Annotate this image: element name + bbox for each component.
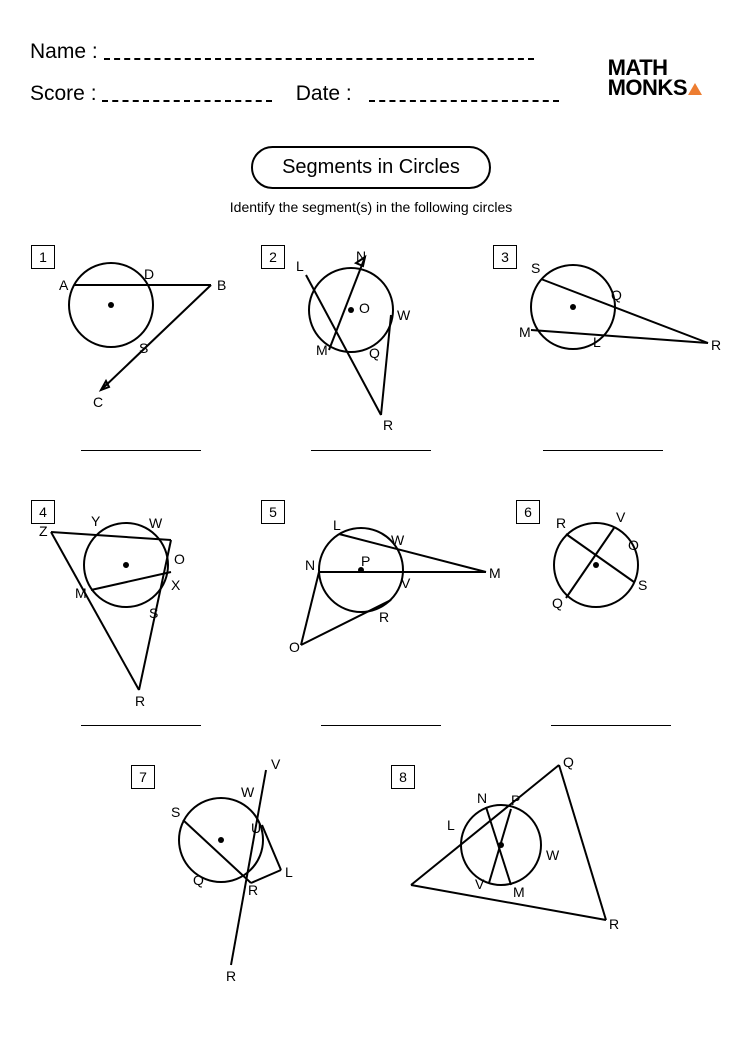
svg-text:Q: Q [611,287,622,303]
svg-text:W: W [391,532,405,548]
svg-text:Q: Q [552,595,563,611]
answer-line[interactable] [321,725,441,726]
diagram-6: R V O S Q [516,490,706,680]
date-label: Date : [296,82,352,105]
svg-text:L: L [296,258,304,274]
svg-text:N: N [356,248,366,264]
svg-text:V: V [401,575,411,591]
svg-text:U: U [251,820,261,836]
score-line[interactable] [102,100,272,102]
svg-text:Z: Z [39,523,48,539]
svg-text:S: S [149,605,158,621]
name-line[interactable] [104,58,534,60]
svg-text:A: A [59,277,69,293]
svg-text:B: B [217,277,226,293]
diagram-2: L N O W M Q R [261,235,481,435]
svg-text:Q: Q [193,872,204,888]
problem-number: 2 [261,245,285,269]
answer-line[interactable] [81,725,201,726]
svg-text:W: W [546,847,560,863]
svg-text:L: L [447,817,455,833]
problem-number: 3 [493,245,517,269]
svg-text:W: W [149,515,163,531]
svg-text:X: X [171,577,181,593]
svg-text:O: O [174,551,185,567]
svg-text:N: N [477,790,487,806]
svg-text:W: W [241,784,255,800]
svg-text:R: R [383,417,393,433]
answer-line[interactable] [311,450,431,451]
date-line[interactable] [369,100,559,102]
problem-3: 3 S Q M L R [493,235,723,465]
answer-line[interactable] [81,450,201,451]
worksheet-title: Segments in Circles [251,146,491,189]
problem-number: 4 [31,500,55,524]
svg-text:R: R [226,968,236,984]
svg-text:P: P [511,792,520,808]
svg-text:V: V [616,509,626,525]
svg-text:N: N [305,557,315,573]
svg-text:M: M [513,884,525,900]
svg-text:L: L [593,334,601,350]
svg-text:S: S [139,340,148,356]
problem-number: 1 [31,245,55,269]
diagram-4: Z Y W O X M S R [31,490,251,710]
problem-number: 7 [131,765,155,789]
diagram-1: A D B S C [31,235,251,425]
problem-number: 8 [391,765,415,789]
svg-text:R: R [609,916,619,932]
svg-text:L: L [285,864,293,880]
svg-text:L: L [333,517,341,533]
svg-text:V: V [271,756,281,772]
problem-8: 8 Q N P L W V M R [391,755,651,1015]
svg-text:Q: Q [369,345,380,361]
problem-number: 5 [261,500,285,524]
problem-5: 5 L W N P V M O R [261,490,501,740]
svg-text:V: V [475,876,485,892]
problem-1: 1 A D B S C [31,235,251,465]
problem-6: 6 R V O S Q [516,490,706,740]
svg-text:Q: Q [563,754,574,770]
problem-7: 7 V W S U L Q R R [131,755,351,1015]
svg-text:S: S [531,260,540,276]
problem-4: 4 Z Y W O X M S R [31,490,251,740]
svg-text:R: R [556,515,566,531]
diagram-5: L W N P V M O R [261,490,501,690]
worksheet-subtitle: Identify the segment(s) in the following… [30,199,712,215]
problem-2: 2 L N O W M Q R [261,235,481,465]
problem-number: 6 [516,500,540,524]
svg-text:O: O [359,300,370,316]
logo-line2: MONKS [608,75,687,100]
problem-grid: 1 A D B S C 2 L N O W [31,235,711,1025]
svg-text:O: O [628,537,639,553]
svg-text:M: M [316,342,328,358]
answer-line[interactable] [543,450,663,451]
svg-text:R: R [248,882,258,898]
svg-text:R: R [379,609,389,625]
svg-text:M: M [489,565,501,581]
svg-text:S: S [171,804,180,820]
diagram-3: S Q M L R [493,235,723,425]
svg-text:M: M [75,585,87,601]
score-label: Score : [30,82,97,105]
svg-text:R: R [135,693,145,709]
svg-text:O: O [289,639,300,655]
svg-text:P: P [361,553,370,569]
logo-triangle-icon [688,83,702,95]
answer-line[interactable] [551,725,671,726]
svg-text:Y: Y [91,513,101,529]
svg-text:R: R [711,337,721,353]
name-label: Name : [30,40,98,63]
svg-text:W: W [397,307,411,323]
logo: MATH MONKS [608,58,702,98]
diagram-8: Q N P L W V M R [391,755,651,985]
svg-text:S: S [638,577,647,593]
svg-text:C: C [93,394,103,410]
svg-text:D: D [144,266,154,282]
svg-text:M: M [519,324,531,340]
diagram-7: V W S U L Q R R [131,755,351,985]
